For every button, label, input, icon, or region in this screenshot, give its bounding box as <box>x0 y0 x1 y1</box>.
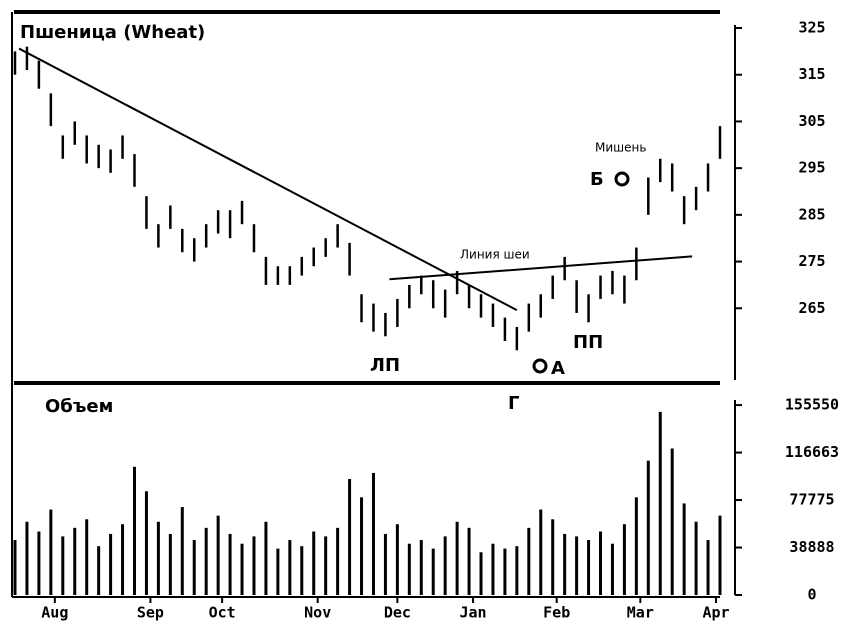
volume-bar <box>395 524 399 595</box>
y-tick-label: 305 <box>798 112 825 130</box>
volume-bar <box>252 536 256 595</box>
volume-bar <box>515 546 519 595</box>
y-tick-label: 315 <box>798 65 825 83</box>
y-tick-label: 275 <box>798 252 825 270</box>
y-tick-label: 77775 <box>789 491 834 509</box>
volume-bar <box>109 533 113 595</box>
volume-bar <box>240 543 244 595</box>
volume-bar <box>49 509 53 595</box>
volume-bar <box>73 527 77 595</box>
volume-bar <box>455 521 459 595</box>
x-tick-label: Feb <box>543 604 570 622</box>
annotation: ЛП <box>370 355 400 376</box>
volume-bar <box>180 507 184 595</box>
volume-bar <box>121 524 125 595</box>
y-tick-label: 295 <box>798 159 825 177</box>
x-tick-label: Nov <box>304 604 331 622</box>
volume-bar <box>300 546 304 595</box>
x-tick-label: Mar <box>627 604 654 622</box>
y-tick-label: 155550 <box>785 396 839 414</box>
volume-bar <box>646 460 650 595</box>
volume-bar <box>718 515 722 595</box>
y-tick-label: 0 <box>807 586 816 604</box>
volume-bar <box>336 527 340 595</box>
volume-bar <box>587 540 591 595</box>
volume-bar <box>216 515 220 595</box>
volume-bar <box>575 536 579 595</box>
volume-bar <box>527 527 531 595</box>
volume-bar <box>13 540 17 595</box>
volume-bar <box>192 540 196 595</box>
volume-bar <box>61 536 65 595</box>
volume-bar <box>288 540 292 595</box>
volume-bar <box>371 472 375 595</box>
volume-bar <box>276 548 280 595</box>
annotation: ПП <box>573 332 603 353</box>
annotation: Мишень <box>595 141 646 155</box>
volume-bar <box>599 531 603 595</box>
volume-bar <box>539 509 543 595</box>
y-tick-label: 265 <box>798 299 825 317</box>
annotation: А <box>551 358 565 379</box>
volume-bar <box>491 543 495 595</box>
volume-bar <box>324 536 328 595</box>
annotation: Линия шеи <box>460 248 530 262</box>
volume-bar <box>407 543 411 595</box>
y-tick-label: 116663 <box>785 443 839 461</box>
volume-bar <box>144 491 148 595</box>
panel-title: Объем <box>45 396 113 417</box>
volume-bar <box>97 546 101 595</box>
x-tick-label: Oct <box>209 604 236 622</box>
target-marker <box>614 171 630 187</box>
volume-bar <box>383 533 387 595</box>
trend-line <box>389 255 693 281</box>
trend-line <box>18 47 518 312</box>
volume-bar <box>682 503 686 595</box>
x-tick-label: Aug <box>41 604 68 622</box>
volume-bar <box>431 548 435 595</box>
volume-bar <box>348 479 352 595</box>
chart-title: Пшеница (Wheat) <box>20 22 205 43</box>
volume-bar <box>132 466 136 595</box>
volume-bar <box>634 497 638 595</box>
volume-bar <box>25 521 29 595</box>
volume-bar <box>610 543 614 595</box>
x-tick-label: Dec <box>384 604 411 622</box>
volume-bar <box>168 533 172 595</box>
volume-bar <box>312 531 316 595</box>
y-tick-label: 38888 <box>789 538 834 556</box>
annotation: Б <box>590 169 604 190</box>
volume-bar <box>479 552 483 595</box>
volume-bar <box>694 521 698 595</box>
annotation: Г <box>508 393 519 414</box>
volume-bar <box>706 540 710 595</box>
volume-bar <box>85 519 89 595</box>
volume-bar <box>156 521 160 595</box>
volume-bar <box>419 540 423 595</box>
x-tick-label: Jan <box>460 604 487 622</box>
x-tick-label: Apr <box>702 604 729 622</box>
y-tick-label: 285 <box>798 205 825 223</box>
y-tick-label: 325 <box>798 19 825 37</box>
volume-bar <box>670 448 674 595</box>
volume-bar <box>37 531 41 595</box>
volume-bar <box>551 519 555 595</box>
volume-bar <box>443 536 447 595</box>
volume-bar <box>622 524 626 595</box>
volume-bar <box>467 527 471 595</box>
volume-bar <box>563 533 567 595</box>
volume-bar <box>228 533 232 595</box>
volume-bar <box>264 521 268 595</box>
volume-bar <box>503 548 507 595</box>
target-marker <box>532 358 548 374</box>
x-tick-label: Sep <box>137 604 164 622</box>
volume-bar <box>658 411 662 595</box>
volume-bar <box>360 497 364 595</box>
volume-bar <box>204 527 208 595</box>
